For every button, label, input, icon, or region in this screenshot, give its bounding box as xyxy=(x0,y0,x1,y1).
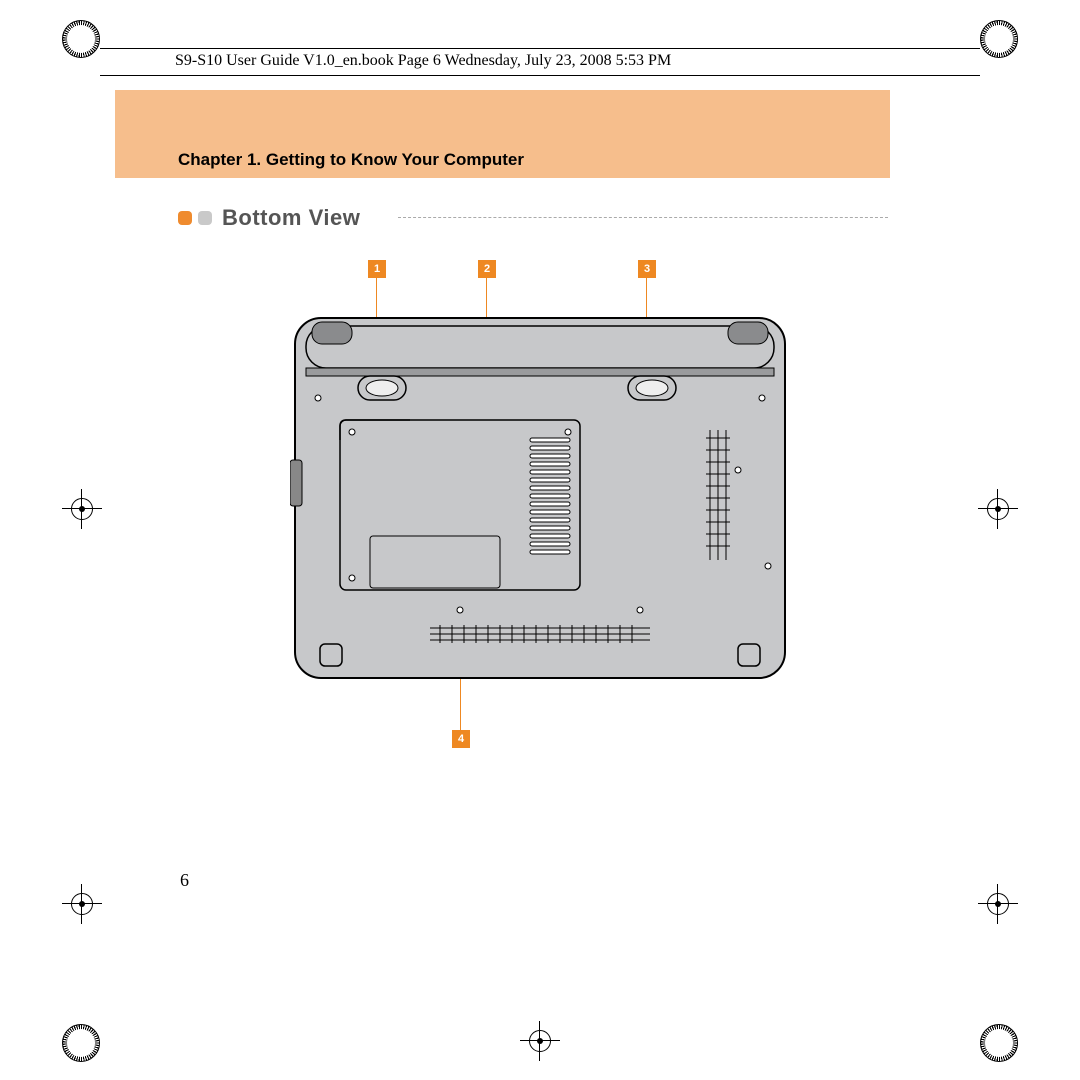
crop-mark-bl xyxy=(62,1024,100,1062)
top-rule-2 xyxy=(100,48,980,49)
section-title: Bottom View xyxy=(222,205,360,231)
section-title-row: Bottom View xyxy=(178,205,360,231)
bullet-icon xyxy=(198,211,212,225)
chapter-title: Chapter 1. Getting to Know Your Computer xyxy=(178,150,524,170)
callout-2: 2 xyxy=(478,260,496,278)
callout-1: 1 xyxy=(368,260,386,278)
page-number: 6 xyxy=(180,870,189,891)
reg-mark-left2 xyxy=(68,890,96,918)
header-text: S9-S10 User Guide V1.0_en.book Page 6 We… xyxy=(175,51,875,73)
section-dash-line xyxy=(398,217,888,218)
crop-mark-br xyxy=(980,1024,1018,1062)
reg-mark-right2 xyxy=(984,890,1012,918)
top-rule xyxy=(100,75,980,76)
reg-mark-right xyxy=(984,495,1012,523)
crop-mark-tr xyxy=(980,20,1018,58)
laptop-bottom-illustration xyxy=(290,310,790,690)
reg-mark-left xyxy=(68,495,96,523)
bottom-view-diagram: 1 2 3 4 xyxy=(260,260,820,780)
callout-3: 3 xyxy=(638,260,656,278)
bullet-icon xyxy=(178,211,192,225)
reg-mark-bottom xyxy=(526,1027,554,1055)
crop-mark-tl xyxy=(62,20,100,58)
callout-4: 4 xyxy=(452,730,470,748)
